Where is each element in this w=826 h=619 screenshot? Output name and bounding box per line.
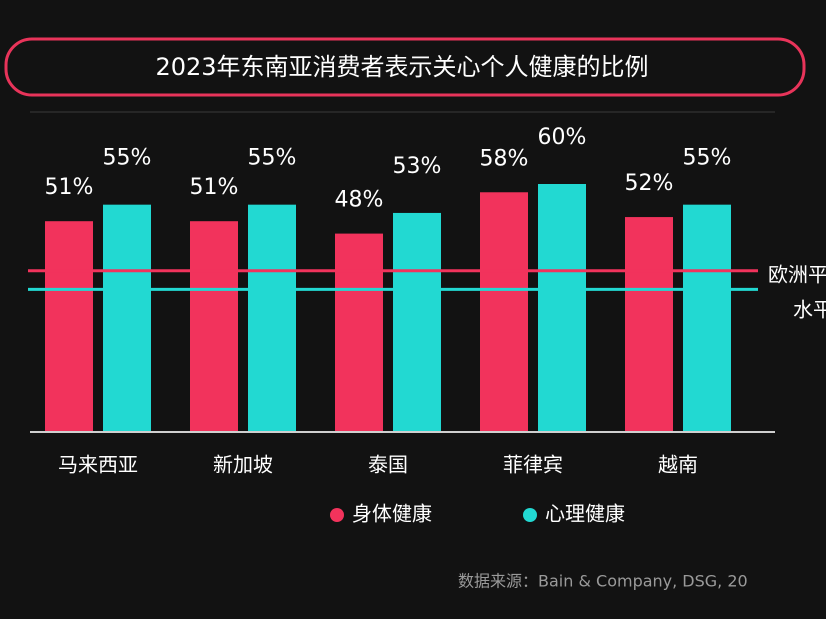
reference-label: 水平 [793,298,826,322]
bar [538,184,586,432]
data-label: 58% [480,146,529,171]
data-label: 48% [335,188,384,213]
title-box [4,37,806,97]
bar [683,204,731,432]
bar [190,221,238,432]
x-tick-label: 越南 [658,453,698,477]
legend-marker [523,508,537,522]
data-label: 55% [683,146,732,171]
reference-label: 欧洲平 [768,263,826,287]
x-tick-label: 新加坡 [213,453,273,477]
legend-label: 心理健康 [545,502,625,526]
chart-title: 2023年东南亚消费者表示关心个人健康的比例 [155,53,648,81]
bar [393,212,441,432]
data-label: 60% [538,125,587,150]
data-label: 51% [45,175,94,200]
x-tick-label: 泰国 [368,453,408,477]
legend-marker [330,508,344,522]
data-label: 51% [190,175,239,200]
bar [625,217,673,432]
bar [480,192,528,432]
x-tick-label: 马来西亚 [58,453,138,477]
bar [335,233,383,432]
source: 数据来源：Bain & Company, DSG, 20 [458,572,748,591]
bar [248,204,296,432]
bar [45,221,93,432]
data-label: 52% [625,171,674,196]
bar [103,204,151,432]
data-label: 55% [248,146,297,171]
x-tick-label: 菲律宾 [503,453,563,477]
data-label: 53% [393,154,442,179]
data-label: 55% [103,146,152,171]
legend-label: 身体健康 [352,502,432,526]
